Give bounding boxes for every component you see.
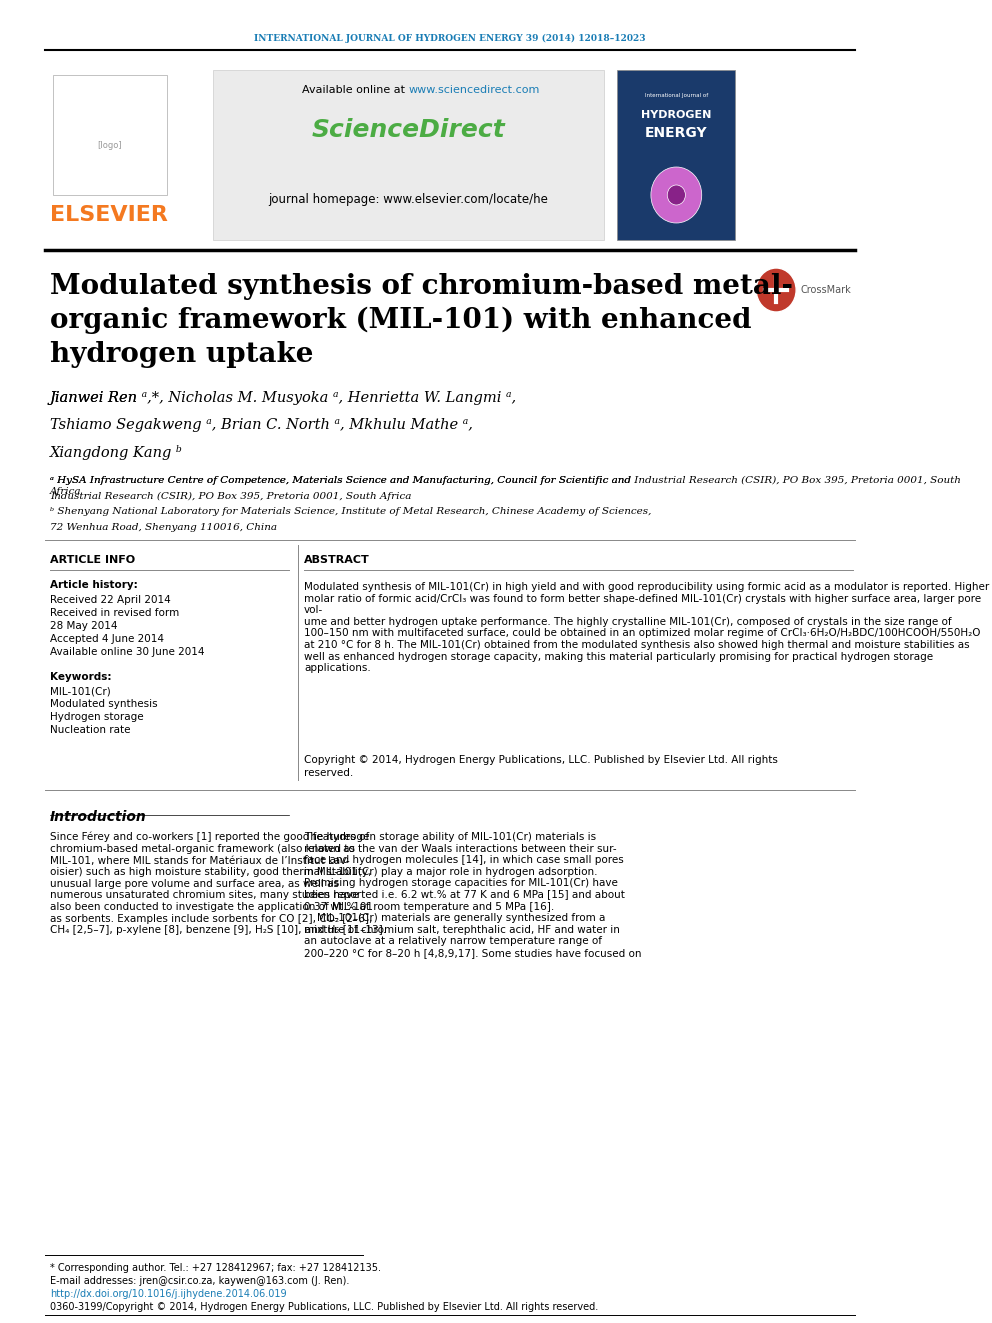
Text: Modulated synthesis of MIL-101(Cr) in high yield and with good reproducibility u: Modulated synthesis of MIL-101(Cr) in hi… [305,582,989,673]
Circle shape [651,167,701,224]
Text: Available online 30 June 2014: Available online 30 June 2014 [50,647,204,658]
Text: International Journal of: International Journal of [645,93,708,98]
Text: INTERNATIONAL JOURNAL OF HYDROGEN ENERGY 39 (2014) 12018–12023: INTERNATIONAL JOURNAL OF HYDROGEN ENERGY… [255,33,646,42]
Text: http://dx.doi.org/10.1016/j.ijhydene.2014.06.019: http://dx.doi.org/10.1016/j.ijhydene.201… [50,1289,287,1299]
Circle shape [756,269,797,312]
Text: ABSTRACT: ABSTRACT [305,556,370,565]
Text: Received 22 April 2014: Received 22 April 2014 [50,595,171,605]
Text: reserved.: reserved. [305,767,353,778]
Text: Jianwei Ren ᵃ,*, Nicholas M. Musyoka ᵃ, Henrietta W. Langmi ᵃ,: Jianwei Ren ᵃ,*, Nicholas M. Musyoka ᵃ, … [50,392,517,405]
Text: ELSEVIER: ELSEVIER [50,205,168,225]
Text: ᵇ Shenyang National Laboratory for Materials Science, Institute of Metal Researc: ᵇ Shenyang National Laboratory for Mater… [50,507,652,516]
Circle shape [668,185,685,205]
Text: CrossMark: CrossMark [801,284,851,295]
Text: MIL-101(Cr): MIL-101(Cr) [50,687,111,696]
Text: Jianwei Ren: Jianwei Ren [50,392,143,405]
Text: Modulated synthesis: Modulated synthesis [50,699,158,709]
Text: E-mail addresses: jren@csir.co.za, kaywen@163.com (J. Ren).: E-mail addresses: jren@csir.co.za, kaywe… [50,1275,349,1286]
Text: www.sciencedirect.com: www.sciencedirect.com [409,85,540,95]
Text: Since Férey and co-workers [1] reported the good features of
chromium-based meta: Since Férey and co-workers [1] reported … [50,832,386,935]
Bar [53,75,167,194]
Text: Introduction: Introduction [50,810,147,824]
Text: hydrogen uptake: hydrogen uptake [50,341,313,369]
Text: Modulated synthesis of chromium-based metal-: Modulated synthesis of chromium-based me… [50,273,793,299]
Text: ARTICLE INFO: ARTICLE INFO [50,556,135,565]
Text: Accepted 4 June 2014: Accepted 4 June 2014 [50,634,164,644]
Text: Nucleation rate: Nucleation rate [50,725,130,736]
Text: journal homepage: www.elsevier.com/locate/he: journal homepage: www.elsevier.com/locat… [269,193,549,206]
Text: ENERGY: ENERGY [645,126,707,140]
FancyBboxPatch shape [213,70,604,239]
Text: Keywords:: Keywords: [50,672,111,681]
Text: * Corresponding author. Tel.: +27 128412967; fax: +27 128412135.: * Corresponding author. Tel.: +27 128412… [50,1263,381,1273]
Text: organic framework (MIL-101) with enhanced: organic framework (MIL-101) with enhance… [50,307,751,333]
Text: Hydrogen storage: Hydrogen storage [50,712,144,722]
Text: ᵃ HySA Infrastructure Centre of Competence, Materials Science and Manufacturing,: ᵃ HySA Infrastructure Centre of Competen… [50,476,961,496]
Text: Available online at: Available online at [302,85,409,95]
Text: Article history:: Article history: [50,579,138,590]
Text: Industrial Research (CSIR), PO Box 395, Pretoria 0001, South Africa: Industrial Research (CSIR), PO Box 395, … [50,492,412,501]
Text: Copyright © 2014, Hydrogen Energy Publications, LLC. Published by Elsevier Ltd. : Copyright © 2014, Hydrogen Energy Public… [305,755,778,765]
Text: ᵃ HySA Infrastructure Centre of Competence, Materials Science and Manufacturing,: ᵃ HySA Infrastructure Centre of Competen… [50,476,631,486]
Text: HYDROGEN: HYDROGEN [641,110,711,120]
Bar [617,70,735,239]
Text: Received in revised form: Received in revised form [50,609,180,618]
Text: Xiangdong Kang ᵇ: Xiangdong Kang ᵇ [50,445,183,459]
Text: Tshiamo Segakweng ᵃ, Brian C. North ᵃ, Mkhulu Mathe ᵃ,: Tshiamo Segakweng ᵃ, Brian C. North ᵃ, M… [50,418,473,433]
Text: The hydrogen storage ability of MIL-101(Cr) materials is
related to the van der : The hydrogen storage ability of MIL-101(… [305,832,642,958]
Text: 0360-3199/Copyright © 2014, Hydrogen Energy Publications, LLC. Published by Else: 0360-3199/Copyright © 2014, Hydrogen Ene… [50,1302,598,1312]
Text: 72 Wenhua Road, Shenyang 110016, China: 72 Wenhua Road, Shenyang 110016, China [50,523,277,532]
Text: [logo]: [logo] [97,140,122,149]
Text: ScienceDirect: ScienceDirect [311,118,505,142]
Text: 28 May 2014: 28 May 2014 [50,620,117,631]
